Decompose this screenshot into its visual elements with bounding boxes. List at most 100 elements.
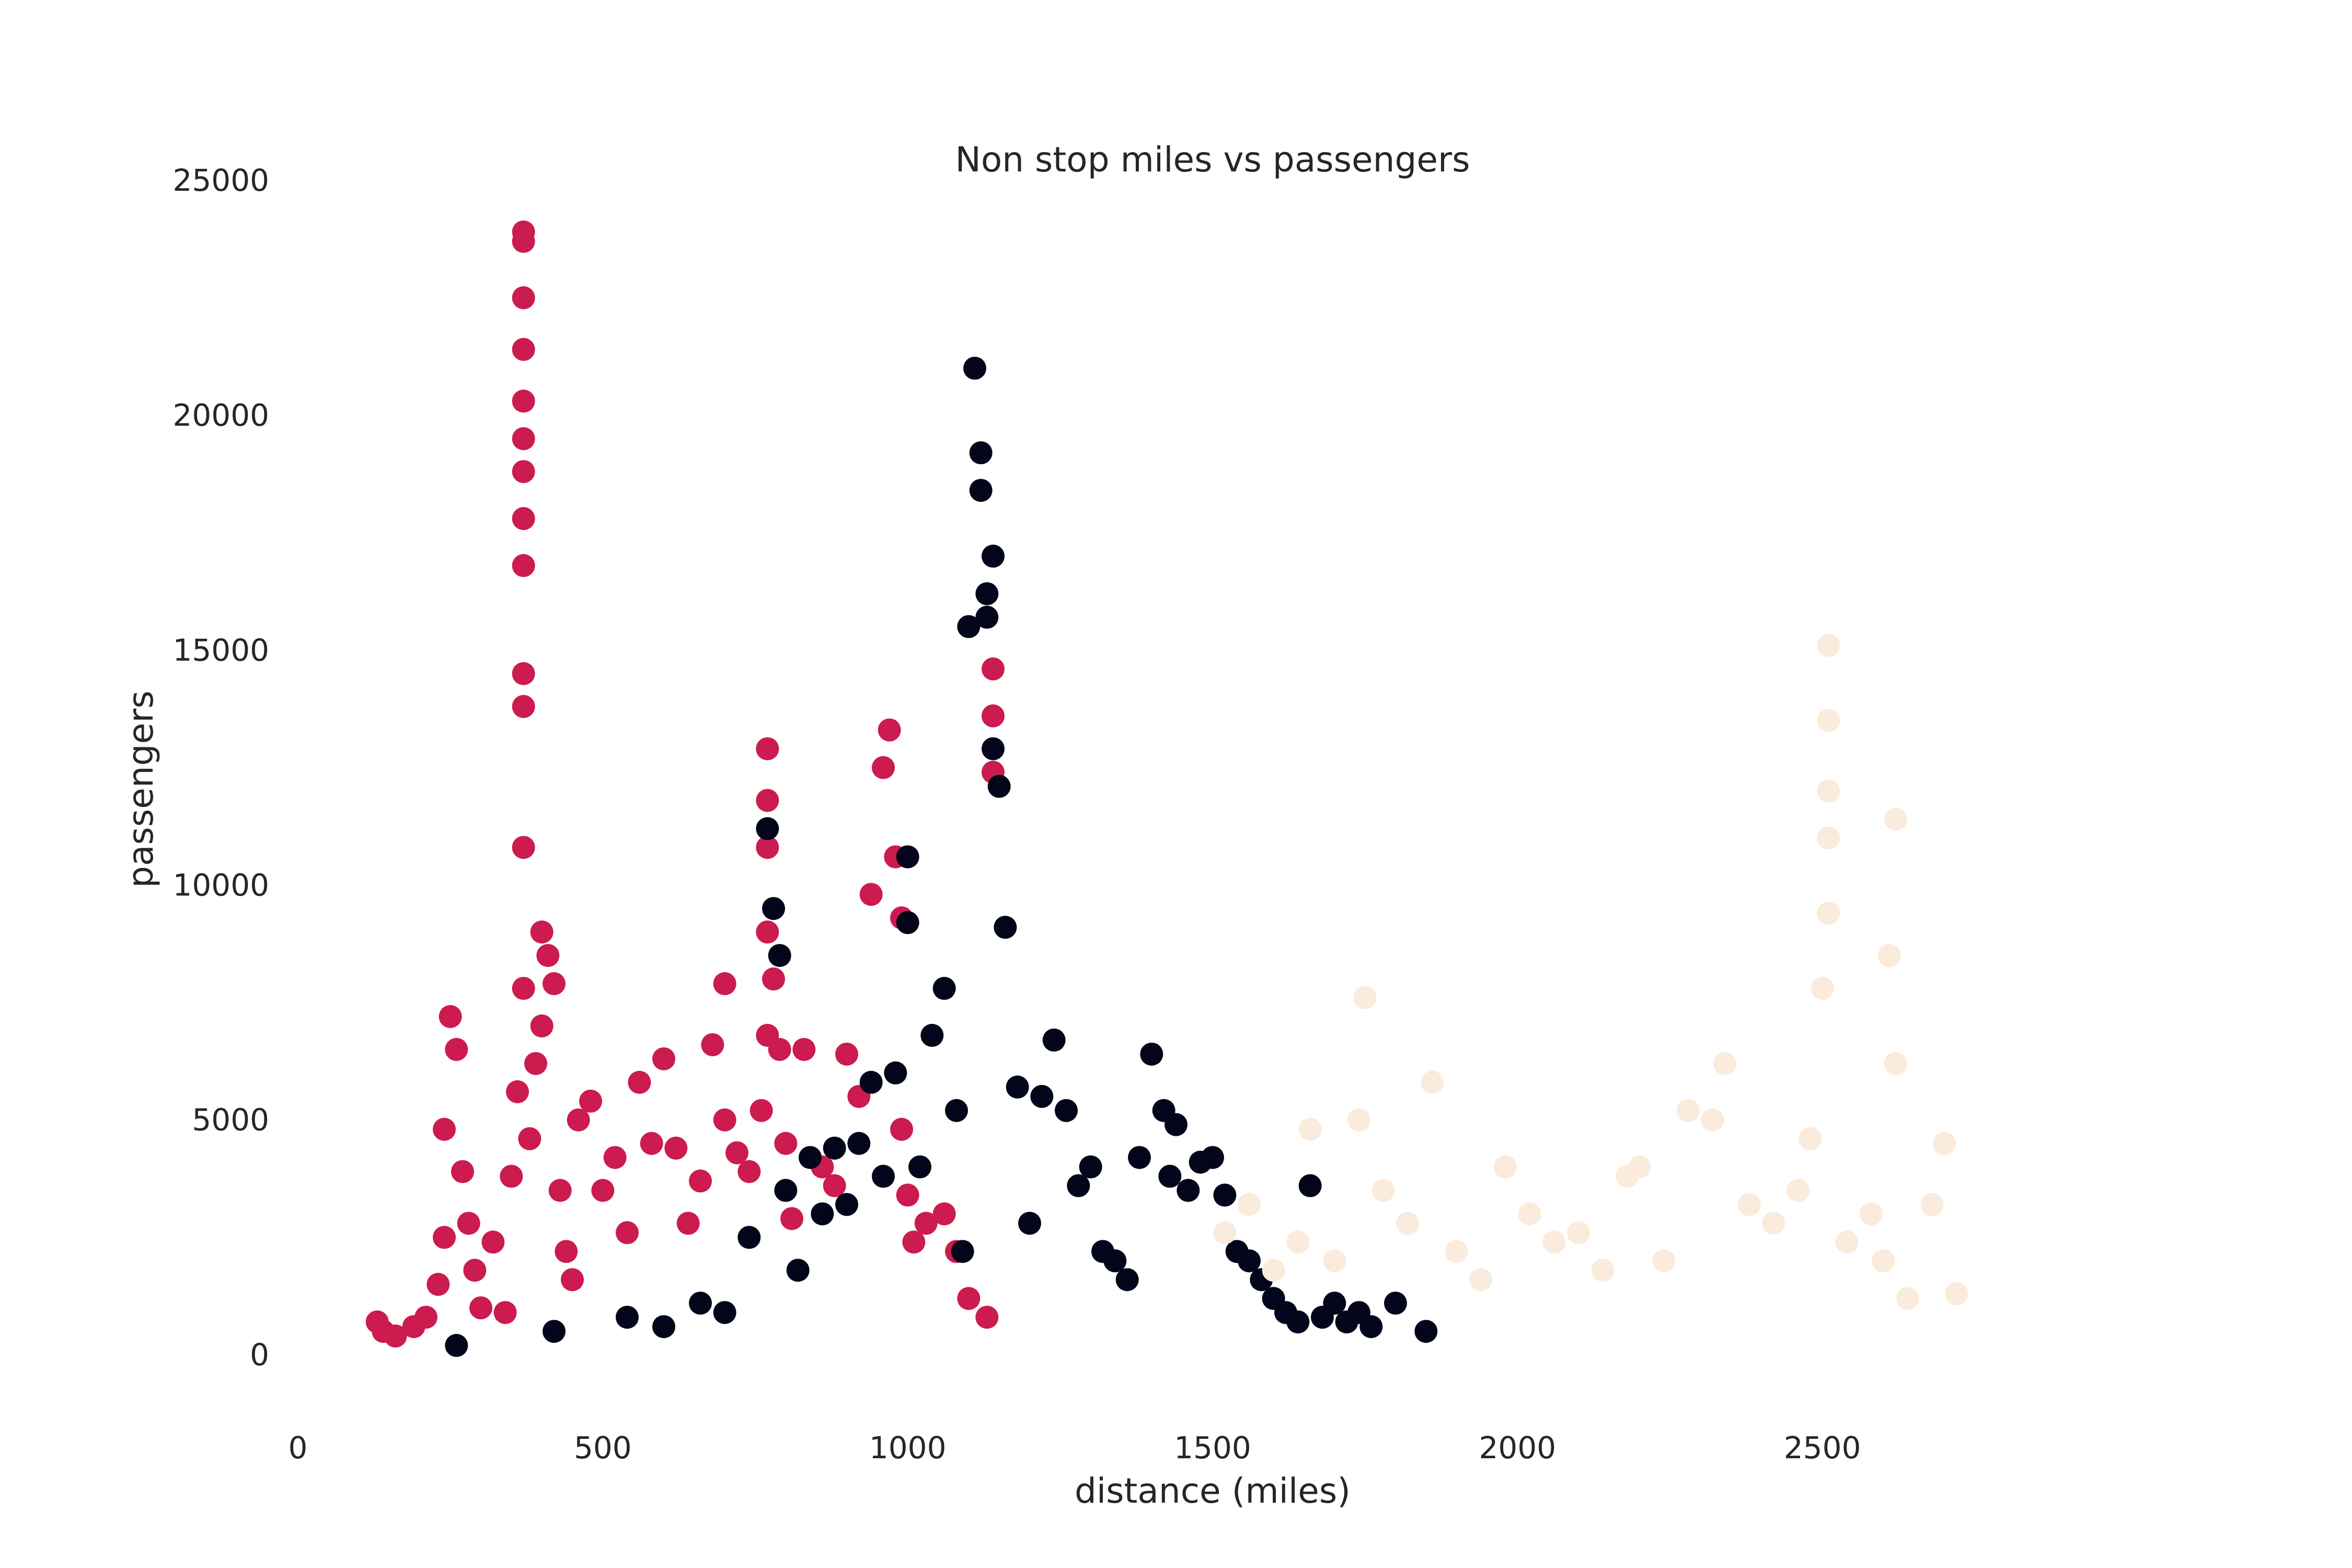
data-point: [982, 657, 1005, 681]
data-point: [1067, 1174, 1090, 1197]
data-point: [994, 916, 1017, 939]
data-point: [1786, 1179, 1809, 1202]
data-point: [1817, 709, 1840, 732]
data-point: [1371, 1179, 1395, 1202]
data-point: [1323, 1292, 1346, 1315]
data-point: [737, 1226, 761, 1249]
data-point: [1079, 1155, 1102, 1179]
data-point: [1115, 1268, 1139, 1292]
data-point: [616, 1221, 639, 1244]
data-point: [1030, 1085, 1054, 1108]
data-point: [1567, 1221, 1590, 1244]
data-point: [1933, 1132, 1956, 1155]
data-point: [493, 1301, 517, 1324]
data-point: [780, 1207, 803, 1230]
data-point: [530, 1014, 554, 1037]
data-point: [652, 1047, 675, 1070]
data-point: [543, 972, 566, 996]
data-point: [762, 897, 785, 920]
data-point: [1055, 1099, 1078, 1122]
data-point: [1177, 1179, 1200, 1202]
data-point: [548, 1179, 572, 1202]
data-point: [945, 1099, 968, 1122]
data-point: [1896, 1287, 1919, 1310]
data-point: [439, 1005, 462, 1028]
y-axis-ticks: 0 5000 10000 15000 20000 25000: [172, 163, 269, 1373]
data-point: [1323, 1249, 1346, 1273]
data-point: [1018, 1212, 1041, 1235]
y-tick-label: 5000: [192, 1102, 269, 1138]
data-point: [530, 920, 554, 944]
data-point: [536, 944, 560, 967]
data-point: [969, 441, 993, 465]
data-point: [1103, 1249, 1127, 1273]
data-point: [457, 1212, 480, 1235]
y-axis-label: passengers: [121, 690, 161, 888]
data-point: [1878, 944, 1901, 967]
data-point: [689, 1169, 712, 1193]
data-point: [1817, 826, 1840, 850]
data-point: [616, 1306, 639, 1329]
data-point: [1920, 1193, 1944, 1216]
data-point: [481, 1230, 505, 1254]
data-point: [982, 737, 1005, 760]
data-point: [774, 1132, 798, 1155]
x-axis-ticks: 0 500 1000 1500 2000 2500: [289, 1430, 1861, 1466]
data-point: [896, 845, 919, 869]
data-point: [1286, 1230, 1310, 1254]
data-point: [1201, 1146, 1224, 1169]
data-point: [792, 1037, 816, 1061]
data-point: [713, 1301, 736, 1324]
data-point: [768, 1037, 791, 1061]
data-point: [725, 1141, 748, 1165]
data-point: [951, 1240, 974, 1263]
data-point: [518, 1127, 541, 1150]
data-point: [567, 1108, 590, 1132]
data-point: [1353, 986, 1377, 1009]
data-point: [1298, 1174, 1322, 1197]
data-point: [1359, 1315, 1383, 1339]
data-point: [451, 1160, 474, 1183]
data-point: [878, 718, 901, 742]
data-point: [799, 1146, 822, 1169]
data-point: [1701, 1108, 1724, 1132]
data-point: [1677, 1099, 1700, 1122]
data-point: [512, 220, 535, 244]
data-point: [512, 554, 535, 578]
data-point: [1591, 1259, 1615, 1282]
data-point: [1518, 1202, 1541, 1226]
data-point: [1396, 1212, 1420, 1235]
data-point: [1835, 1230, 1859, 1254]
data-point: [1298, 1117, 1322, 1141]
data-point: [1445, 1240, 1468, 1263]
data-point: [1128, 1146, 1151, 1169]
data-point: [1945, 1282, 1968, 1306]
data-point: [1384, 1292, 1407, 1315]
data-point: [713, 972, 736, 996]
data-point: [1817, 902, 1840, 925]
x-axis-label: distance (miles): [1075, 1471, 1351, 1511]
data-point: [433, 1226, 456, 1249]
data-point: [713, 1108, 736, 1132]
data-point: [768, 944, 791, 967]
data-point: [756, 737, 779, 760]
data-point: [561, 1268, 584, 1292]
data-point: [1286, 1310, 1310, 1334]
data-point: [872, 1165, 895, 1188]
data-point: [1628, 1155, 1651, 1179]
plot-area: [365, 220, 1968, 1357]
data-point: [640, 1132, 663, 1155]
y-tick-label: 10000: [172, 867, 269, 903]
x-tick-label: 0: [289, 1430, 308, 1466]
data-point: [920, 1023, 944, 1047]
x-tick-label: 1000: [869, 1430, 947, 1466]
data-point: [512, 662, 535, 685]
data-point: [1542, 1230, 1566, 1254]
data-point: [737, 1160, 761, 1183]
data-point: [908, 1155, 931, 1179]
data-point: [591, 1179, 615, 1202]
chart-title: Non stop miles vs passengers: [955, 140, 1470, 180]
data-point: [664, 1136, 688, 1160]
data-point: [689, 1292, 712, 1315]
